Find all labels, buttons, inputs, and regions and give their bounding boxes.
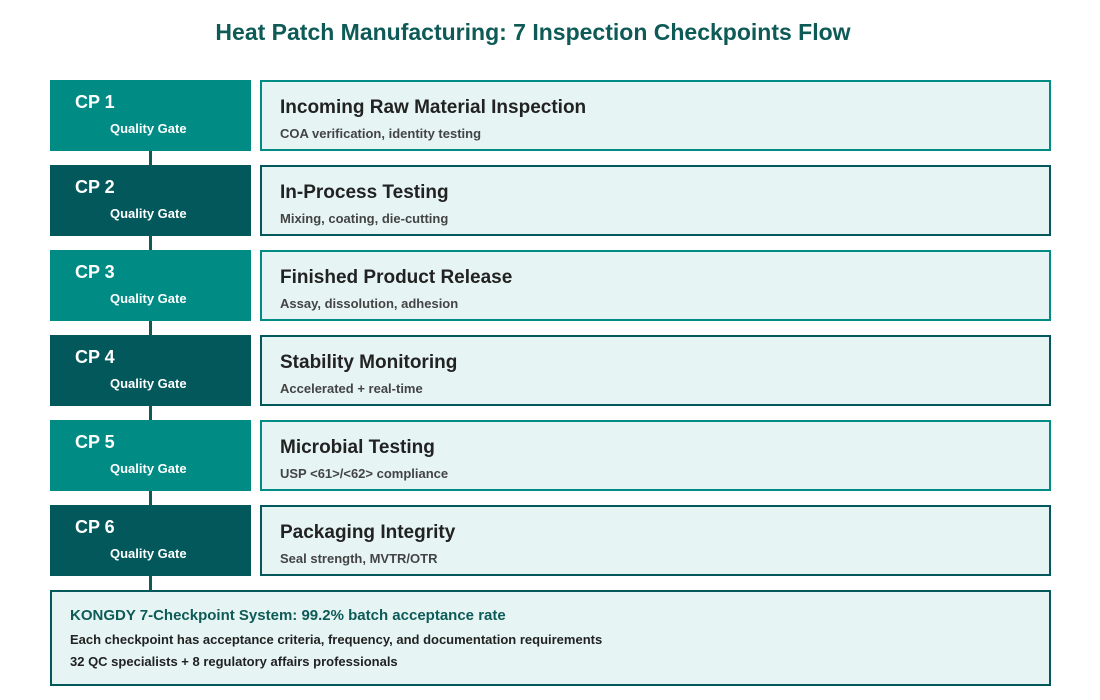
quality-gate-label: Quality Gate [110, 461, 187, 476]
checkpoint-detail-box: Finished Product Release Assay, dissolut… [260, 250, 1051, 321]
checkpoint-description: COA verification, identity testing [280, 126, 482, 141]
checkpoint-number: CP 6 [75, 517, 115, 537]
checkpoint-detail-box: In-Process Testing Mixing, coating, die-… [260, 165, 1051, 236]
checkpoint-number: CP 3 [75, 262, 115, 282]
checkpoint-description: Assay, dissolution, adhesion [280, 296, 459, 311]
checkpoint-description: Accelerated + real-time [280, 381, 423, 396]
checkpoint-title: Microbial Testing [280, 437, 435, 458]
quality-gate-label: Quality Gate [110, 206, 187, 221]
checkpoint-gate-block: CP 4 Quality Gate [50, 335, 251, 406]
checkpoint-title: In-Process Testing [280, 182, 449, 203]
checkpoint-number: CP 2 [75, 177, 115, 197]
summary-title: KONGDY 7-Checkpoint System: 99.2% batch … [70, 607, 506, 624]
checkpoint-title: Packaging Integrity [280, 522, 456, 543]
checkpoint-gate-block: CP 5 Quality Gate [50, 420, 251, 491]
checkpoint-description: USP <61>/<62> compliance [280, 466, 449, 481]
checkpoint-row: CP 1 Quality Gate Incoming Raw Material … [50, 80, 1051, 165]
flow-connector [149, 576, 152, 590]
checkpoint-row: CP 4 Quality Gate Stability Monitoring A… [50, 335, 1051, 420]
summary-box: KONGDY 7-Checkpoint System: 99.2% batch … [50, 590, 1051, 686]
checkpoint-detail-box: Stability Monitoring Accelerated + real-… [260, 335, 1051, 406]
checkpoint-title: Incoming Raw Material Inspection [280, 97, 587, 118]
checkpoint-title: Stability Monitoring [280, 352, 458, 373]
quality-gate-label: Quality Gate [110, 546, 187, 561]
checkpoint-description: Mixing, coating, die-cutting [280, 211, 449, 226]
summary-line: 32 QC specialists + 8 regulatory affairs… [70, 654, 398, 669]
checkpoint-gate-block: CP 2 Quality Gate [50, 165, 251, 236]
checkpoint-gate-block: CP 6 Quality Gate [50, 505, 251, 576]
checkpoint-flow: CP 1 Quality Gate Incoming Raw Material … [50, 80, 1051, 590]
checkpoint-row: CP 6 Quality Gate Packaging Integrity Se… [50, 505, 1051, 590]
flow-connector [149, 151, 152, 165]
flow-connector [149, 236, 152, 250]
checkpoint-number: CP 5 [75, 432, 115, 452]
flow-connector [149, 491, 152, 505]
checkpoint-description: Seal strength, MVTR/OTR [280, 551, 438, 566]
flow-connector [149, 406, 152, 420]
checkpoint-row: CP 3 Quality Gate Finished Product Relea… [50, 250, 1051, 335]
checkpoint-detail-box: Packaging Integrity Seal strength, MVTR/… [260, 505, 1051, 576]
checkpoint-row: CP 5 Quality Gate Microbial Testing USP … [50, 420, 1051, 505]
quality-gate-label: Quality Gate [110, 376, 187, 391]
quality-gate-label: Quality Gate [110, 121, 187, 136]
summary-line: Each checkpoint has acceptance criteria,… [70, 632, 603, 647]
page-title: Heat Patch Manufacturing: 7 Inspection C… [215, 19, 851, 45]
checkpoint-row: CP 2 Quality Gate In-Process Testing Mix… [50, 165, 1051, 250]
flow-connector [149, 321, 152, 335]
checkpoint-detail-box: Incoming Raw Material Inspection COA ver… [260, 80, 1051, 151]
checkpoint-detail-box: Microbial Testing USP <61>/<62> complian… [260, 420, 1051, 491]
checkpoint-gate-block: CP 3 Quality Gate [50, 250, 251, 321]
checkpoint-gate-block: CP 1 Quality Gate [50, 80, 251, 151]
checkpoint-title: Finished Product Release [280, 267, 513, 288]
checkpoint-number: CP 4 [75, 347, 115, 367]
quality-gate-label: Quality Gate [110, 291, 187, 306]
checkpoint-number: CP 1 [75, 92, 115, 112]
